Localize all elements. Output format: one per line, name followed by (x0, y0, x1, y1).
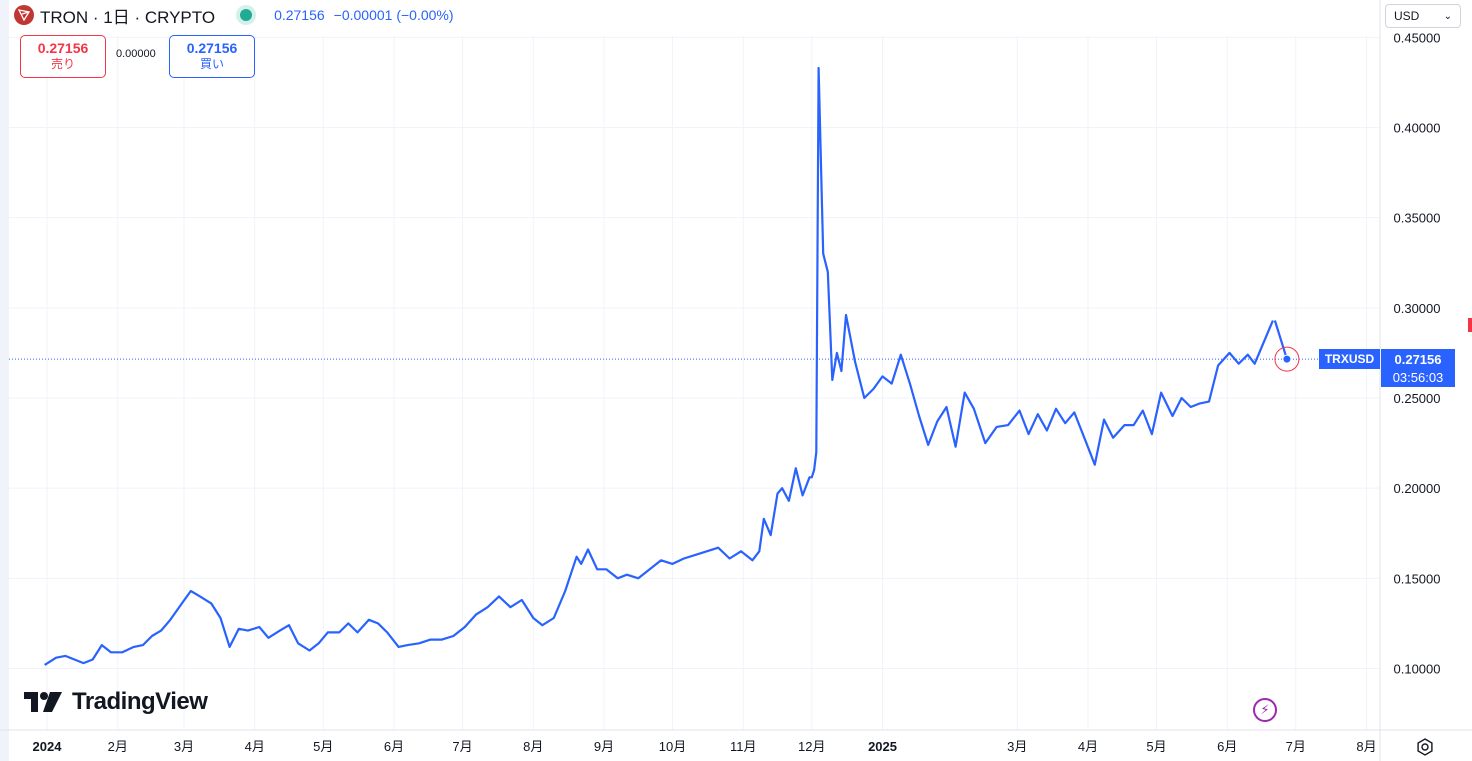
tron-logo-icon (14, 5, 34, 25)
x-tick-label: 4月 (1078, 739, 1098, 754)
settings-icon[interactable] (1414, 736, 1436, 758)
x-tick-label: 5月 (313, 739, 333, 754)
last-point (1282, 354, 1292, 364)
buy-label: 買い (199, 57, 224, 71)
x-tick-label: 6月 (384, 739, 404, 754)
symbol-price-label: TRXUSD (1319, 349, 1380, 369)
header-change: −0.00001 (−0.00%) (333, 7, 454, 23)
x-tick-label: 6月 (1217, 739, 1237, 754)
header-price: 0.27156 (274, 7, 325, 23)
y-tick-label: 0.40000 (1394, 121, 1441, 136)
currency-select[interactable]: USD ⌄ (1385, 4, 1461, 28)
x-tick-label: 11月 (730, 739, 757, 754)
currency-label: USD (1394, 9, 1420, 23)
x-tick-label: 2025 (868, 739, 897, 754)
buy-button[interactable]: 0.27156 買い (169, 35, 255, 78)
x-tick-label: 7月 (452, 739, 472, 754)
last-price-value: 0.27156 (1394, 352, 1442, 367)
market-open-indicator-icon (240, 9, 253, 21)
y-tick-label: 0.45000 (1394, 30, 1441, 45)
symbol-header: TRON · 1日 · CRYPTO 0.27156 −0.00001 (−0.… (14, 4, 454, 27)
x-tick-label: 3月 (1007, 739, 1027, 754)
lightning-icon[interactable]: ⚡ (1253, 698, 1277, 722)
bar-countdown: 03:56:03 (1392, 370, 1444, 385)
chevron-down-icon: ⌄ (1443, 10, 1452, 22)
y-tick-label: 0.10000 (1394, 662, 1441, 677)
left-toolbar-edge (0, 0, 9, 761)
sell-price: 0.27156 (37, 40, 89, 56)
tradingview-logo[interactable]: TradingView (24, 688, 208, 716)
x-tick-label: 2月 (108, 739, 128, 754)
x-tick-label: 3月 (174, 739, 194, 754)
symbol-title[interactable]: TRON · 1日 · CRYPTO (40, 7, 216, 27)
alert-marker (1468, 318, 1472, 332)
y-tick-label: 0.35000 (1394, 211, 1441, 226)
x-tick-label: 9月 (594, 739, 614, 754)
buy-price: 0.27156 (186, 40, 238, 56)
x-tick-label: 12月 (798, 739, 825, 754)
x-tick-label: 2024 (33, 739, 63, 754)
chart-grid (9, 36, 1380, 730)
y-tick-label: 0.25000 (1394, 391, 1441, 406)
tradingview-mark-icon (24, 692, 62, 712)
x-tick-label: 8月 (523, 739, 543, 754)
spread-value: 0.00000 (116, 48, 156, 60)
y-tick-label: 0.15000 (1394, 571, 1441, 586)
x-tick-label: 5月 (1146, 739, 1166, 754)
axis-labels: 0.45000 0.40000 0.35000 0.30000 0.25000 0.200… (33, 30, 1441, 754)
y-tick-label: 0.20000 (1394, 481, 1441, 496)
sell-label: 売り (50, 57, 75, 71)
x-tick-label: 4月 (245, 739, 265, 754)
x-tick-label: 7月 (1286, 739, 1306, 754)
price-line-layer (9, 66, 1319, 666)
x-tick-label: 10月 (659, 739, 686, 754)
x-tick-label: 8月 (1356, 739, 1376, 754)
tradingview-logo-text: TradingView (72, 688, 208, 715)
price-line-tail (1273, 320, 1288, 360)
y-tick-label: 0.30000 (1394, 301, 1441, 316)
price-line (44, 66, 1274, 666)
sell-button[interactable]: 0.27156 売り (20, 35, 106, 78)
last-price-label: 0.27156 03:56:03 (1381, 349, 1455, 387)
alert-ring (1274, 346, 1300, 372)
